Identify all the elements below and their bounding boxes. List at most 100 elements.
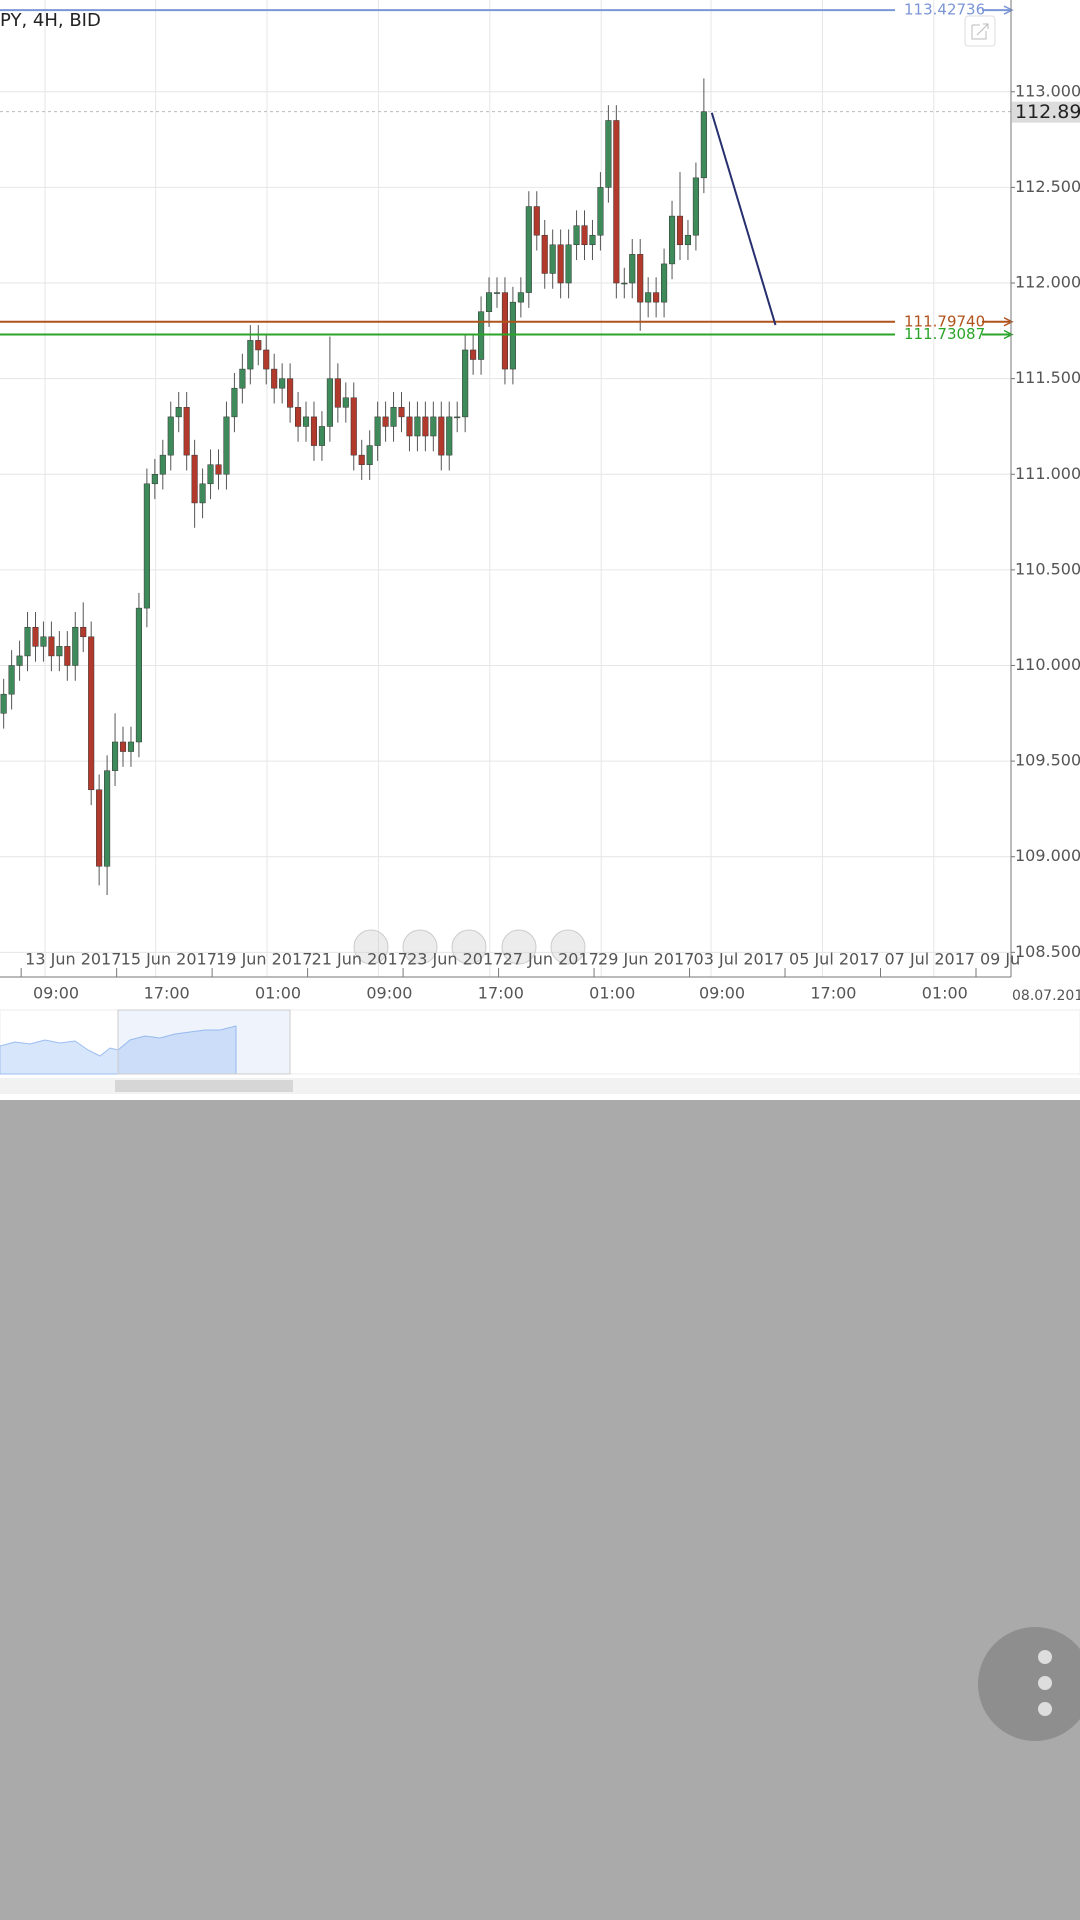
candle-body — [597, 187, 604, 236]
scroll-right[interactable] — [550, 929, 586, 965]
candle-body — [231, 387, 238, 418]
candle-body — [159, 454, 166, 475]
candle-body — [64, 646, 71, 666]
x2-tick-label: 09:00 — [33, 984, 79, 1003]
candle-body — [430, 416, 437, 437]
candle-body — [215, 464, 222, 475]
candle-body — [32, 626, 39, 647]
candle-body — [239, 368, 246, 389]
y-tick-label: 111.000 — [1015, 464, 1080, 483]
candle-body — [462, 349, 469, 418]
candle-body — [629, 254, 636, 284]
candle-body — [438, 416, 445, 456]
candle-body — [493, 292, 501, 294]
go-to-end[interactable] — [451, 929, 487, 965]
scroll-left[interactable] — [353, 929, 389, 965]
y-tick-label: 111.500 — [1015, 368, 1080, 387]
candle-body — [581, 225, 588, 246]
y-tick-label: 110.500 — [1015, 559, 1080, 578]
candle-body — [605, 120, 612, 188]
candle-body — [40, 636, 47, 647]
candle-body — [263, 349, 270, 370]
candle-body — [151, 474, 158, 485]
candle-body — [533, 206, 540, 236]
x-tick-label: 15 Jun 2017 — [121, 950, 217, 969]
candle-body — [223, 416, 230, 475]
candle-body — [517, 292, 524, 303]
candle-body — [573, 225, 580, 246]
candle-body — [589, 234, 596, 246]
candle-body — [0, 693, 7, 714]
x2-tick-label: 17:00 — [144, 984, 190, 1003]
candle-body — [557, 244, 564, 284]
grid — [0, 0, 1011, 977]
menu-dot — [1038, 1702, 1052, 1716]
candle-body — [175, 407, 182, 418]
scrollbar-thumb[interactable] — [115, 1080, 293, 1092]
y-tick-label: 109.500 — [1015, 751, 1080, 770]
menu-button[interactable] — [978, 1627, 1080, 1741]
candle-body — [661, 263, 668, 303]
candle-body — [24, 626, 31, 657]
last-price-box — [1012, 101, 1080, 123]
candle-body — [127, 741, 135, 752]
level-arrowhead — [1003, 5, 1014, 15]
candle-body — [8, 665, 15, 695]
candle-body — [374, 416, 381, 446]
candle-body — [104, 770, 111, 867]
candle-body — [112, 741, 119, 771]
candle-body — [80, 626, 87, 638]
zoom-in[interactable] — [501, 929, 537, 965]
chart-title: PY, 4H, BID — [0, 10, 101, 31]
candle-body — [621, 282, 628, 285]
candle-body — [72, 626, 79, 666]
candle-body — [485, 292, 493, 312]
candle-body — [199, 483, 206, 504]
y-tick-label: 110.000 — [1015, 655, 1080, 674]
candle-body — [167, 416, 174, 456]
level-arrowhead — [1003, 317, 1014, 327]
navigator-window[interactable] — [117, 1009, 291, 1075]
candle-body — [653, 292, 660, 303]
candle-body — [271, 368, 278, 389]
level-arrowhead — [1003, 329, 1014, 340]
candle-body — [295, 407, 302, 427]
x2-tick-label: 01:00 — [589, 984, 635, 1003]
menu-dot — [1038, 1676, 1052, 1690]
x2-tick-label: 01:00 — [922, 984, 968, 1003]
popout-button[interactable] — [964, 15, 996, 47]
candle-body — [645, 292, 652, 303]
candle-body — [446, 416, 453, 456]
zoom-out[interactable] — [402, 929, 438, 965]
y-tick-label: 109.000 — [1015, 846, 1080, 865]
x-tick-label: 03 Jul 2017 — [694, 950, 785, 969]
trendline — [710, 112, 777, 326]
x2-tick-label: 01:00 — [255, 984, 301, 1003]
candle-body — [342, 397, 349, 408]
candle-body — [88, 636, 95, 791]
candle-body — [287, 378, 294, 408]
popout-icon — [971, 23, 989, 40]
candle-body — [207, 464, 214, 485]
candle-body — [48, 636, 55, 657]
candle-body — [358, 454, 365, 465]
x2-tick-label: 09:00 — [699, 984, 745, 1003]
x-tick-label: 23 Jun 2017 — [407, 950, 503, 969]
candle-body — [549, 244, 556, 274]
candle-body — [668, 215, 676, 265]
candle-body — [334, 378, 341, 408]
candle-body — [119, 741, 127, 752]
x-tick-label: 05 Jul 2017 — [789, 950, 880, 969]
x-tick-label: 09 Ju — [980, 950, 1020, 969]
x2-tick-label: 17:00 — [478, 984, 524, 1003]
candle-body — [310, 416, 318, 446]
empty-area — [0, 1100, 1080, 1920]
candle-body — [96, 789, 103, 867]
level-label: 111.73087 — [904, 325, 985, 343]
candle-body — [565, 244, 572, 284]
candle-body — [414, 416, 421, 437]
candle-body — [326, 378, 333, 427]
y-tick-label: 112.500 — [1015, 177, 1080, 196]
